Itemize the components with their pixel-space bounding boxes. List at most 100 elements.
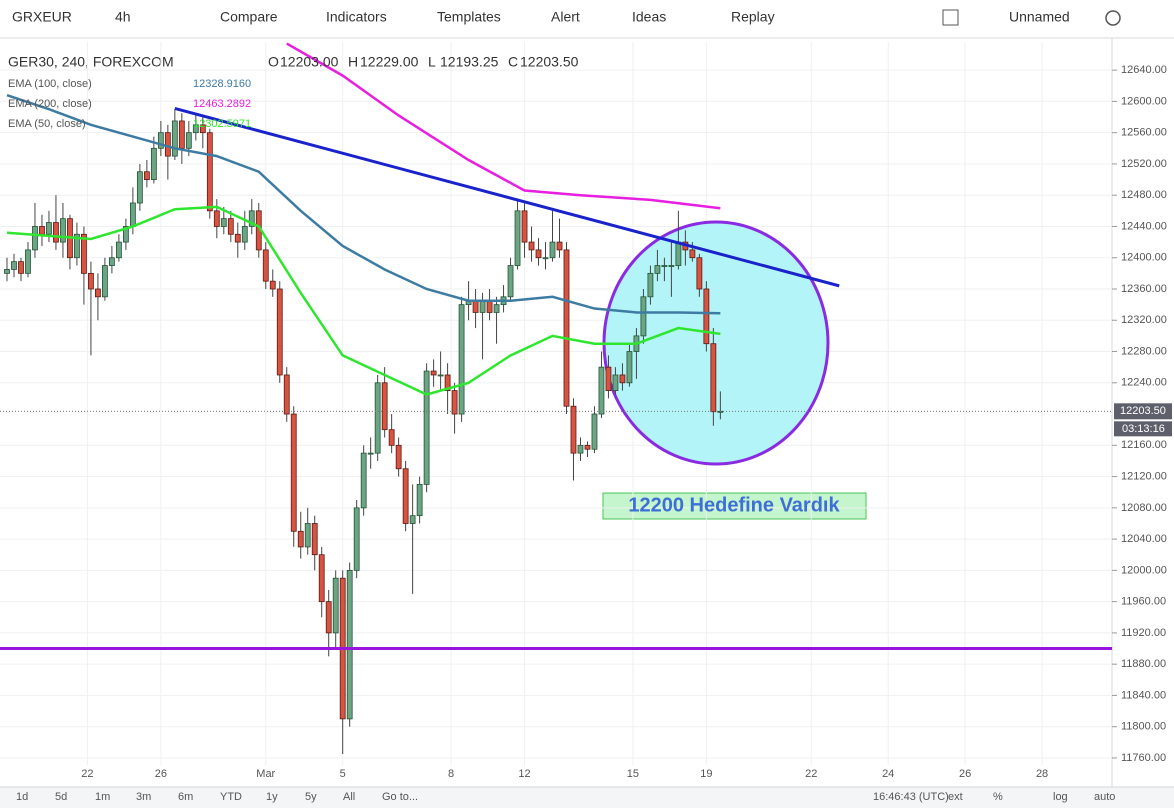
settings-icon[interactable]	[1105, 10, 1121, 26]
candle-body	[248, 210, 255, 227]
y-tick-label: 11840.00	[1121, 689, 1166, 701]
candle-body	[668, 265, 675, 267]
candle-body	[164, 132, 171, 157]
candle-body	[514, 210, 521, 266]
annotation-text: 12200 Hedefine Vardık	[628, 494, 840, 516]
y-tick-label: 12600.00	[1121, 95, 1167, 107]
candle-body	[18, 261, 24, 274]
range-button[interactable]: 5d	[55, 791, 67, 803]
candle-body	[213, 210, 220, 227]
candle-body	[486, 300, 493, 313]
price-tag-bg	[1114, 403, 1172, 420]
candle-body	[584, 444, 591, 450]
candle-body	[472, 300, 479, 313]
candle-body	[409, 515, 416, 524]
candle-body	[32, 226, 38, 251]
ohlc-value: 12203.00	[280, 54, 339, 70]
candle-body	[88, 272, 94, 290]
range-button[interactable]: 3m	[136, 791, 151, 803]
countdown-bg	[1114, 421, 1172, 437]
candle-body	[402, 468, 409, 524]
candle-body	[241, 226, 248, 243]
candle-body	[227, 218, 234, 235]
candle-body	[647, 272, 654, 298]
layout-name[interactable]: Unnamed	[1009, 9, 1070, 25]
range-button[interactable]: 1d	[16, 791, 28, 803]
ohlc-key: H	[348, 54, 358, 70]
candle-body	[430, 370, 437, 376]
range-button[interactable]: All	[343, 791, 355, 803]
candle-body	[689, 249, 696, 259]
candle-body	[479, 300, 486, 313]
candle-body	[598, 366, 605, 415]
price-tag: 12203.50	[1120, 405, 1166, 417]
y-tick-label: 12160.00	[1121, 439, 1167, 451]
candle-body	[122, 226, 129, 243]
candle-body	[353, 507, 360, 571]
candle-body	[549, 241, 556, 259]
candle-body	[423, 370, 430, 485]
toolbar-bg	[0, 0, 1174, 38]
y-tick-label: 12560.00	[1121, 127, 1167, 139]
toolbar-button[interactable]: Ideas	[632, 9, 666, 25]
y-tick-label: 12000.00	[1121, 564, 1167, 576]
candle-body	[563, 249, 570, 407]
candle-body	[115, 241, 122, 259]
candle-body	[74, 233, 80, 259]
toolbar-button[interactable]: Compare	[220, 9, 278, 25]
y-tick-label: 12080.00	[1121, 502, 1167, 514]
candle-body	[556, 241, 563, 251]
candle-body	[626, 351, 633, 384]
candle-body	[661, 265, 668, 267]
candle-body	[710, 343, 717, 413]
scale-option[interactable]: log	[1053, 791, 1068, 803]
candle-body	[262, 249, 269, 282]
candle-body	[95, 288, 101, 298]
indicator-value: 12328.9160	[193, 78, 251, 90]
range-button[interactable]: YTD	[220, 791, 242, 803]
candle-body	[143, 171, 150, 180]
scale-option[interactable]: %	[993, 791, 1003, 803]
candle-body	[367, 452, 374, 455]
range-button[interactable]: 5y	[305, 791, 317, 803]
candle-body	[703, 288, 710, 345]
candle-body	[192, 124, 199, 134]
candle-body	[206, 132, 213, 212]
scale-option[interactable]: auto	[1094, 791, 1115, 803]
y-tick-label: 12240.00	[1121, 377, 1167, 389]
y-tick-label: 11760.00	[1121, 752, 1166, 764]
y-tick-label: 12040.00	[1121, 533, 1167, 545]
candle-body	[654, 265, 661, 274]
toolbar-button[interactable]: Indicators	[326, 9, 387, 25]
candle-body	[311, 523, 318, 556]
fullscreen-icon[interactable]	[942, 9, 959, 26]
y-tick-label: 12360.00	[1121, 283, 1167, 295]
x-tick-label: 26	[959, 768, 971, 780]
candle-body	[444, 374, 451, 392]
y-tick-label: 12640.00	[1121, 64, 1167, 76]
candle-body	[102, 265, 108, 298]
ohlc-value: 12203.50	[520, 54, 579, 70]
candle-body	[640, 296, 647, 337]
candle-body	[437, 374, 444, 377]
candle-body	[528, 241, 535, 251]
goto[interactable]: Go to...	[382, 791, 418, 803]
range-button[interactable]: 6m	[178, 791, 193, 803]
candle-body	[297, 530, 304, 548]
y-tick-label: 11880.00	[1121, 658, 1166, 670]
scale-option[interactable]: ext	[948, 791, 963, 803]
range-button[interactable]: 1y	[266, 791, 278, 803]
toolbar-button[interactable]: Alert	[551, 9, 580, 25]
indicator-name: EMA (200, close)	[8, 98, 92, 110]
candle-body	[325, 601, 332, 634]
toolbar-button[interactable]: Replay	[731, 9, 775, 25]
symbol[interactable]: GRXEUR	[12, 9, 72, 25]
candle-body	[290, 413, 297, 532]
candle-body	[150, 147, 157, 180]
interval[interactable]: 4h	[115, 9, 131, 25]
legend-title: GER30, 240, FOREXCOM	[8, 54, 174, 70]
range-button[interactable]: 1m	[95, 791, 110, 803]
candle-body	[416, 483, 423, 517]
ohlc-key: L	[428, 54, 436, 70]
toolbar-button[interactable]: Templates	[437, 9, 501, 25]
